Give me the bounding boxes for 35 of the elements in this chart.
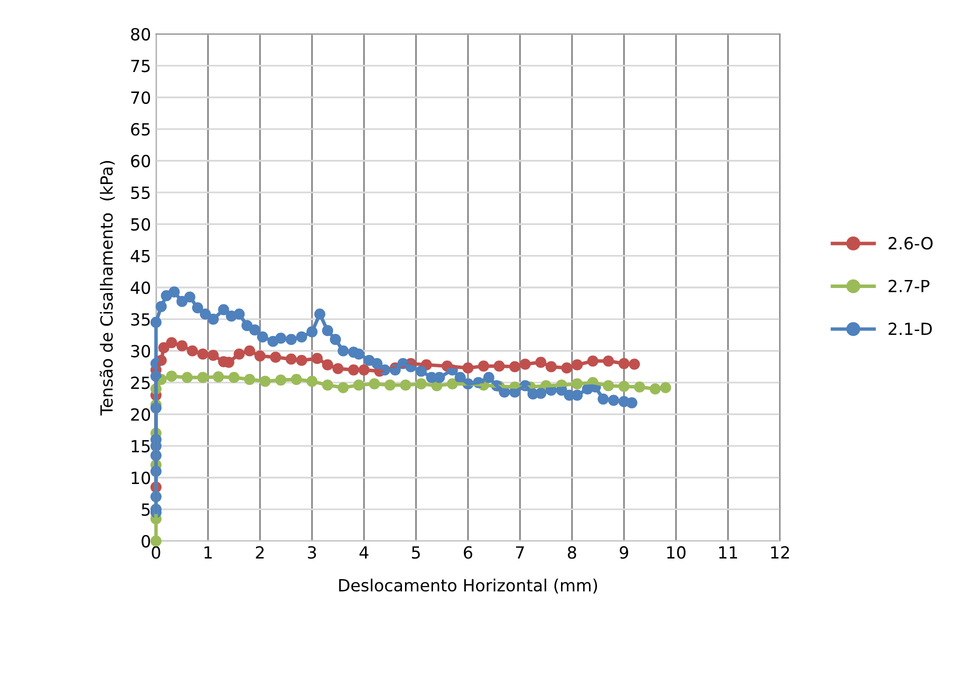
y-tick-label: 50	[131, 218, 150, 231]
y-tick-label: 45	[130, 250, 150, 262]
x-tick-label: 3	[308, 546, 316, 559]
y-tick-label: 70	[131, 91, 150, 104]
y-tick-label: 75	[131, 60, 150, 72]
legend-label: 2.7-P	[888, 280, 930, 292]
y-tick-label: 60	[131, 154, 150, 168]
y-tick-label: 35	[131, 313, 150, 326]
y-tick-label: 10	[132, 472, 150, 484]
x-tick-label: 11	[719, 546, 738, 559]
x-tick-label: 8	[568, 546, 576, 559]
y-tick-label: 80	[131, 28, 150, 41]
x-tick-label: 9	[620, 546, 628, 559]
y-axis-title: Tensão de Cisalhamento (kPa)	[100, 161, 115, 416]
x-tick-label: 1	[204, 546, 212, 559]
x-tick-label: 4	[360, 546, 368, 559]
y-tick-label: 55	[131, 186, 150, 200]
y-tick-label: 15	[132, 440, 150, 453]
x-tick-label: 2	[256, 546, 264, 559]
x-tick-label: 7	[516, 546, 524, 559]
legend-label: 2.1-D	[888, 322, 932, 335]
y-tick-label: 20	[131, 408, 150, 421]
y-tick-label: 5	[142, 503, 150, 516]
y-tick-label: 0	[142, 534, 150, 548]
x-tick-label: 10	[667, 546, 686, 559]
y-tick-label: 25	[131, 376, 150, 390]
y-tick-label: 30	[131, 344, 150, 358]
x-axis-title: Deslocamento Horizontal (mm)	[339, 578, 598, 594]
x-tick-label: 5	[412, 546, 420, 559]
y-tick-label: 65	[131, 123, 150, 136]
x-tick-label: 0	[152, 546, 160, 559]
legend-label: 2.6-O	[888, 236, 933, 250]
y-tick-label: 40	[130, 281, 150, 294]
x-tick-label: 12	[771, 546, 789, 559]
x-tick-label: 6	[464, 546, 472, 559]
